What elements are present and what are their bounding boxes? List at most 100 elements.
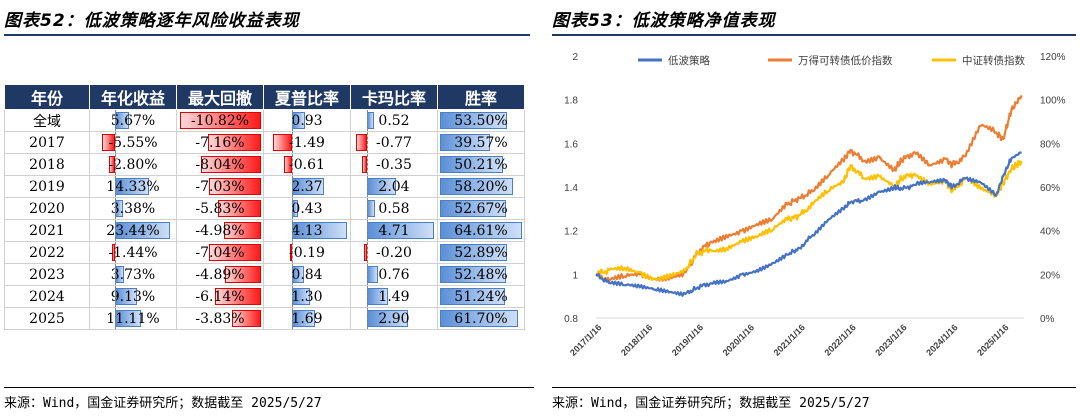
legend-label: 万得可转债低价指数: [798, 54, 893, 67]
cell-year: 2021: [4, 219, 90, 242]
cell-value: 52.89%: [454, 244, 508, 261]
cell-value: 5.67%: [110, 112, 156, 129]
table-source: 来源：Wind，国金证券研究所；数据截至 2025/5/27: [4, 396, 322, 411]
zero-axis: [292, 176, 294, 197]
chart-source: 来源：Wind，国金证券研究所；数据截至 2025/5/27: [552, 396, 870, 411]
cell-value: 2.37: [291, 178, 323, 195]
cell-win: 52.48%: [437, 263, 525, 286]
cell-value: 51.24%: [454, 288, 508, 305]
cell-value: -0.20: [376, 244, 412, 261]
cell-value: 14.33%: [106, 178, 160, 195]
cell-win: 61.70%: [437, 307, 525, 330]
cell-sharpe: 1.69: [263, 307, 351, 330]
cell-win: 58.20%: [437, 175, 525, 198]
data-bar: [440, 200, 507, 217]
data-bar: [440, 266, 507, 283]
cell-calmar: -0.35: [350, 153, 438, 176]
cell-value: 9.13%: [110, 288, 156, 305]
zero-axis: [292, 110, 294, 131]
x-tick-label: 2017/1/16: [568, 322, 603, 357]
legend-label: 中证转债指数: [962, 54, 1025, 67]
zero-axis: [367, 198, 369, 219]
cell-sharpe: 4.13: [263, 219, 351, 242]
table-row: 2020 3.38% -5.83% 0.43 0.58 52.67%: [4, 197, 525, 220]
cell-value: 52.67%: [454, 200, 508, 217]
x-tick-label: 2018/1/16: [619, 322, 654, 357]
data-bar: [208, 178, 261, 195]
x-tick-label: 2021/1/16: [772, 322, 807, 357]
cell-dd: -10.82%: [176, 109, 264, 132]
data-bar: [356, 134, 368, 151]
table-row: 2025 11.11% -3.83% 1.69 2.90 61.70%: [4, 307, 525, 330]
cell-calmar: -0.77: [350, 131, 438, 154]
cell-value: -5.55%: [108, 134, 158, 151]
cell-win: 51.24%: [437, 285, 525, 308]
cell-value: 50.21%: [454, 156, 508, 173]
zero-axis: [292, 264, 294, 285]
source-rule: [4, 387, 534, 388]
cell-value: 1.30: [291, 288, 323, 305]
data-bar: [102, 134, 116, 151]
cell-year: 2018: [4, 153, 90, 176]
cell-calmar: 4.71: [350, 219, 438, 242]
data-bar: [362, 156, 368, 173]
y-right-tick-label: 20%: [1040, 270, 1060, 281]
title-rule: [4, 34, 530, 36]
cell-value: -0.77: [376, 134, 412, 151]
header-winrate: 胜率: [437, 84, 525, 110]
cell-year: 2019: [4, 175, 90, 198]
x-tick-label: 2025/1/16: [975, 322, 1010, 357]
zero-axis: [367, 154, 369, 175]
legend-label: 低波策略: [668, 54, 710, 67]
data-bar: [201, 156, 261, 173]
table-row: 2021 23.44% -4.98% 4.13 4.71 64.61%: [4, 219, 525, 242]
cell-ret: 23.44%: [89, 219, 177, 242]
zero-axis: [292, 242, 294, 263]
cell-year: 2024: [4, 285, 90, 308]
cell-win: 39.57%: [437, 131, 525, 154]
cell-value: 1.69: [291, 310, 323, 327]
cell-year: 2020: [4, 197, 90, 220]
cell-ret: 3.73%: [89, 263, 177, 286]
cell-dd: -7.04%: [176, 241, 264, 264]
y-left-tick-label: 1.4: [564, 183, 578, 194]
cell-sharpe: -1.49: [263, 131, 351, 154]
cell-dd: -3.83%: [176, 307, 264, 330]
data-bar: [284, 156, 293, 173]
cell-value: 0.52: [378, 112, 410, 129]
cell-value: -4.89%: [195, 266, 245, 283]
cell-sharpe: -0.61: [263, 153, 351, 176]
cell-year: 2025: [4, 307, 90, 330]
cell-year: 全域: [4, 109, 90, 132]
source-rule: [552, 387, 1076, 388]
data-bar: [108, 156, 116, 173]
cell-value: -0.19: [289, 244, 325, 261]
line-chart-svg: 0.811.21.41.61.820%20%40%60%80%100%120%2…: [564, 52, 1066, 358]
data-bar: [223, 222, 261, 239]
data-bar: [440, 222, 522, 239]
cell-value: 53.50%: [454, 112, 508, 129]
cell-value: 0.58: [378, 200, 410, 217]
cell-ret: 3.38%: [89, 197, 177, 220]
cell-value: -7.04%: [195, 244, 245, 261]
series-line-2: [595, 94, 1023, 283]
data-bar: [207, 134, 261, 151]
data-bar: [232, 310, 261, 327]
zero-axis: [367, 220, 369, 241]
cell-year: 2023: [4, 263, 90, 286]
cell-dd: -8.04%: [176, 153, 264, 176]
zero-axis: [292, 308, 294, 329]
data-bar: [208, 244, 261, 261]
cell-sharpe: 0.84: [263, 263, 351, 286]
y-left-tick-label: 0.8: [564, 314, 578, 325]
zero-axis: [115, 198, 117, 219]
y-left-tick-label: 1.2: [564, 227, 578, 238]
y-right-tick-label: 120%: [1040, 52, 1066, 63]
table-header-row: 年份 年化收益 最大回撤 夏普比率 卡玛比率 胜率: [4, 84, 525, 110]
cell-value: 61.70%: [454, 310, 508, 327]
cell-value: 0.43: [291, 200, 323, 217]
cell-value: -0.61: [289, 156, 325, 173]
x-tick-label: 2020/1/16: [721, 322, 756, 357]
y-right-tick-label: 80%: [1040, 139, 1060, 150]
data-bar: [217, 200, 261, 217]
